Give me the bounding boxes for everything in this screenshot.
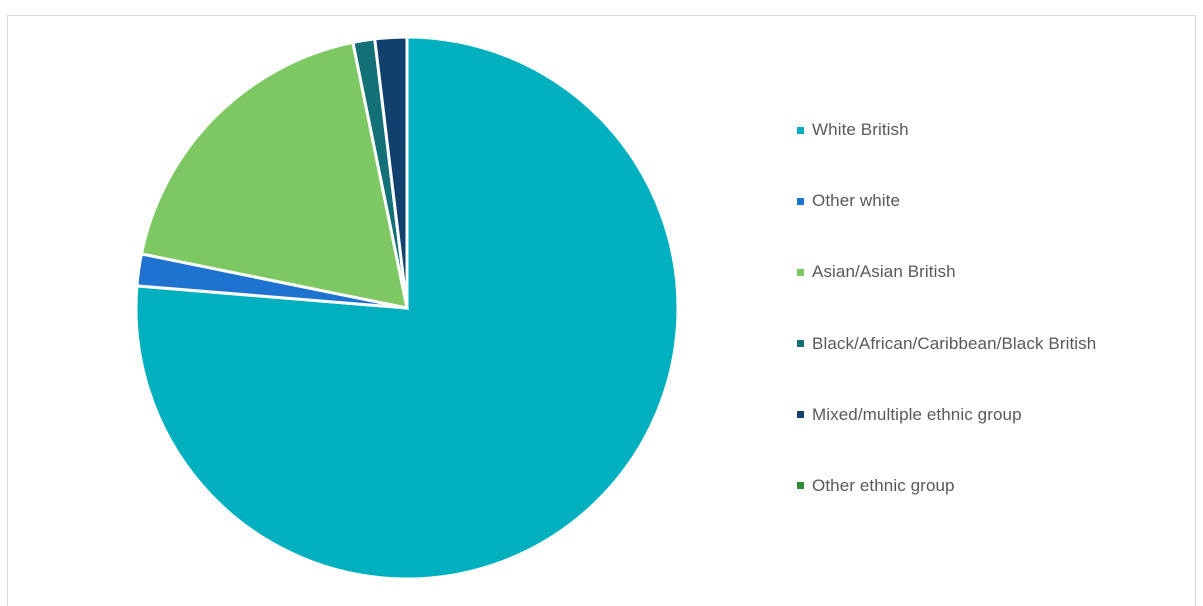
legend: White British Other white Asian/Asian Br… bbox=[797, 117, 1197, 544]
legend-swatch-asian-british bbox=[797, 268, 804, 276]
legend-item-white-british: White British bbox=[797, 117, 1197, 143]
legend-item-other-white: Other white bbox=[797, 188, 1197, 214]
legend-item-asian-british: Asian/Asian British bbox=[797, 259, 1197, 285]
legend-swatch-black-british bbox=[797, 340, 804, 348]
pie-slice-asian-asian-british bbox=[139, 40, 409, 310]
legend-swatch-other-ethnic bbox=[797, 482, 804, 490]
legend-item-black-british: Black/African/Caribbean/Black British bbox=[797, 331, 1197, 357]
pie-slice-mixed-multiple-ethnic-group bbox=[373, 35, 409, 309]
legend-item-other-ethnic: Other ethnic group bbox=[797, 473, 1197, 499]
legend-swatch-mixed-ethnic bbox=[797, 411, 804, 419]
legend-label-other-ethnic: Other ethnic group bbox=[812, 475, 955, 495]
legend-item-mixed-ethnic: Mixed/multiple ethnic group bbox=[797, 402, 1197, 428]
legend-label-asian-british: Asian/Asian British bbox=[812, 262, 956, 282]
legend-label-white-british: White British bbox=[812, 120, 909, 139]
legend-label-mixed-ethnic: Mixed/multiple ethnic group bbox=[812, 404, 1022, 424]
legend-label-black-british: Black/African/Caribbean/Black British bbox=[812, 333, 1097, 353]
legend-swatch-white-british bbox=[797, 126, 804, 134]
legend-label-other-white: Other white bbox=[812, 191, 901, 211]
legend-swatch-other-white bbox=[797, 197, 804, 205]
